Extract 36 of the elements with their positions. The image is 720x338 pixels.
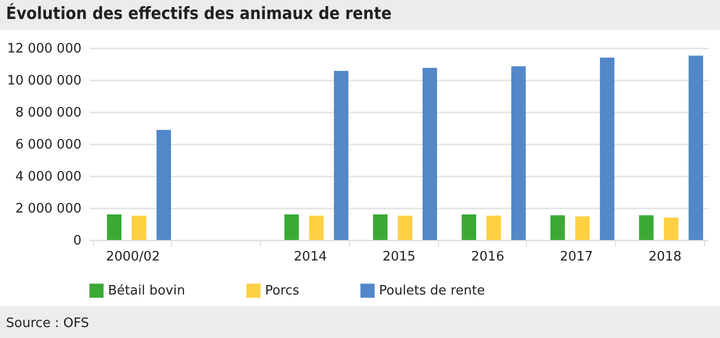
bar xyxy=(575,216,590,240)
bar xyxy=(550,215,565,240)
bar xyxy=(106,214,122,240)
bar xyxy=(398,216,412,240)
source-note: Source : OFS xyxy=(6,316,90,331)
y-tick-label: 0 xyxy=(73,234,82,248)
y-tick-label: 10 000 000 xyxy=(7,74,82,88)
bar xyxy=(462,214,476,240)
y-tick-label: 6 000 000 xyxy=(15,138,82,152)
x-tick-label: 2000/02 xyxy=(106,250,160,264)
x-tick-label: 2015 xyxy=(382,250,416,264)
bar xyxy=(422,68,438,240)
x-tick-label: 2016 xyxy=(471,250,504,264)
legend-label: Poulets de rente xyxy=(379,284,485,299)
x-tick-label: 2014 xyxy=(294,250,327,264)
bar xyxy=(334,70,348,240)
y-tick-label: 12 000 000 xyxy=(7,42,82,56)
y-tick-label: 2 000 000 xyxy=(15,202,82,216)
bar xyxy=(309,216,324,240)
legend-label: Bétail bovin xyxy=(108,284,186,299)
chart-title: Évolution des effectifs des animaux de rente xyxy=(6,4,392,24)
y-tick-label: 8 000 000 xyxy=(15,106,82,120)
bar xyxy=(156,130,172,240)
x-tick-label: 2018 xyxy=(648,250,682,264)
bar xyxy=(688,56,704,240)
bar xyxy=(373,214,388,240)
bar xyxy=(664,218,678,240)
legend-label: Porcs xyxy=(265,284,300,299)
bar xyxy=(486,216,501,240)
bar xyxy=(284,214,299,240)
bar xyxy=(600,58,614,240)
bar xyxy=(132,216,146,240)
y-tick-label: 4 000 000 xyxy=(15,170,82,184)
bar xyxy=(639,215,654,240)
bar xyxy=(511,66,526,240)
x-tick-label: 2017 xyxy=(560,250,593,264)
